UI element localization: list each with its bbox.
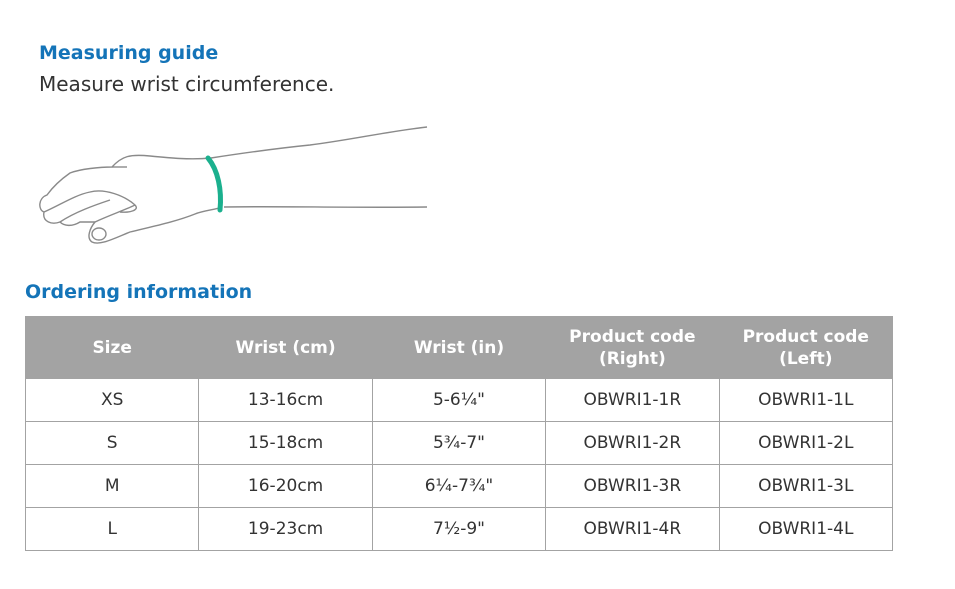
header-code-left: Product code (Left) (718, 316, 894, 379)
cell-code-right: OBWRI1-2R (545, 421, 720, 465)
cell-wrist-in: 6¼-7¾" (371, 464, 547, 508)
measuring-guide-title: Measuring guide (39, 42, 219, 64)
table-row: XS 13-16cm 5-6¼" OBWRI1-1R OBWRI1-1L (24, 378, 894, 422)
cell-wrist-cm: 16-20cm (198, 464, 373, 508)
header-wrist-in: Wrist (in) (371, 316, 547, 379)
header-wrist-cm: Wrist (cm) (198, 316, 373, 379)
cell-size: S (24, 421, 200, 465)
cell-code-left: OBWRI1-2L (718, 421, 894, 465)
cell-code-right: OBWRI1-1R (545, 378, 720, 422)
ordering-table: Size Wrist (cm) Wrist (in) Product code … (24, 316, 894, 551)
cell-wrist-cm: 13-16cm (198, 378, 373, 422)
header-code-right: Product code (Right) (545, 316, 720, 379)
cell-wrist-cm: 15-18cm (198, 421, 373, 465)
cell-size: M (24, 464, 200, 508)
table-header-row: Size Wrist (cm) Wrist (in) Product code … (24, 316, 894, 379)
cell-code-right: OBWRI1-3R (545, 464, 720, 508)
cell-size: XS (24, 378, 200, 422)
cell-wrist-in: 5-6¼" (371, 378, 547, 422)
cell-code-right: OBWRI1-4R (545, 507, 720, 551)
measuring-band (205, 155, 223, 213)
table-row: L 19-23cm 7½-9" OBWRI1-4R OBWRI1-4L (24, 507, 894, 551)
cell-wrist-cm: 19-23cm (198, 507, 373, 551)
wrist-illustration (39, 126, 428, 244)
cell-code-left: OBWRI1-4L (718, 507, 894, 551)
measuring-guide-subtitle: Measure wrist circumference. (39, 72, 335, 96)
cell-size: L (24, 507, 200, 551)
table-row: S 15-18cm 5¾-7" OBWRI1-2R OBWRI1-2L (24, 421, 894, 465)
ordering-information-title: Ordering information (25, 281, 253, 303)
cell-code-left: OBWRI1-3L (718, 464, 894, 508)
table-row: M 16-20cm 6¼-7¾" OBWRI1-3R OBWRI1-3L (24, 464, 894, 508)
cell-code-left: OBWRI1-1L (718, 378, 894, 422)
cell-wrist-in: 7½-9" (371, 507, 547, 551)
cell-wrist-in: 5¾-7" (371, 421, 547, 465)
header-size: Size (24, 316, 200, 379)
hand-outline (39, 126, 428, 244)
